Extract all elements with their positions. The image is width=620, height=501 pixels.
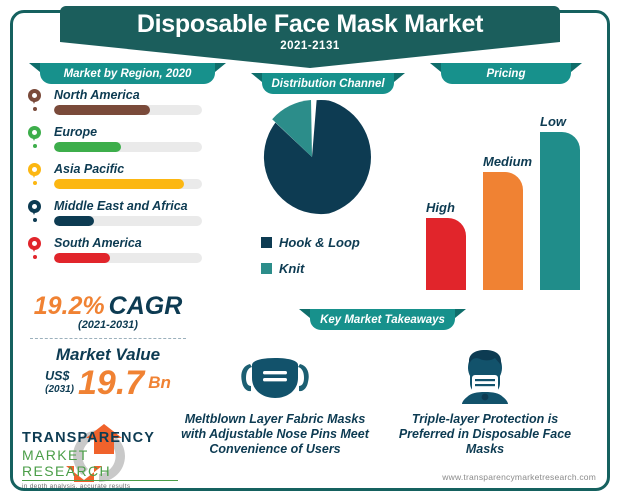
pricing-bar-group: Low (540, 114, 580, 290)
pie-legend: Hook & Loop Knit (253, 235, 403, 276)
takeaway-item: Triple-layer Protection is Preferred in … (380, 346, 590, 457)
title-years: 2021-2131 (280, 40, 340, 52)
map-pin-icon (28, 237, 42, 259)
ribbon-pricing: Pricing (441, 63, 571, 84)
region-label: Europe (54, 125, 98, 139)
legend-swatch (261, 237, 272, 248)
cagr-period: (2021-2031) (78, 319, 138, 331)
logo-line-2: MARKET RESEARCH (22, 447, 111, 479)
ribbon-key-market-takeaways-label: Key Market Takeaways (320, 313, 445, 326)
region-bar-fill (54, 105, 151, 115)
cagr-block: 19.2% CAGR (2021-2031) Market Value US$ (… (18, 292, 198, 400)
cagr-percent: 19.2% (33, 292, 105, 320)
region-label: Middle East and Africa (54, 199, 188, 213)
pie-chart (263, 99, 378, 215)
region-label: North America (54, 88, 140, 102)
pricing-bar-group: High (426, 200, 466, 290)
market-by-region-chart: North America Europe Asia Pacific (26, 88, 231, 273)
market-value-number: 19.7 (78, 364, 145, 402)
logo-rule (22, 480, 178, 481)
region-bar-fill (54, 216, 94, 226)
ribbon-key-market-takeaways: Key Market Takeaways (310, 309, 455, 330)
ribbon-pricing-label: Pricing (486, 67, 526, 80)
pricing-bar (426, 218, 466, 290)
currency-year: (2031) (45, 384, 75, 395)
pricing-chart: High Medium Low (418, 100, 598, 290)
legend-item: Knit (261, 261, 403, 276)
region-bar-fill (54, 142, 121, 152)
masked-person-icon (386, 346, 584, 408)
ribbon-market-by-region-label: Market by Region, 2020 (63, 67, 192, 80)
region-bar-track (54, 216, 202, 226)
legend-swatch (261, 263, 272, 274)
region-row: Middle East and Africa (26, 199, 231, 226)
key-takeaways-section: Meltblown Layer Fabric Masks with Adjust… (170, 330, 590, 457)
ribbon-distribution-channel: Distribution Channel (262, 73, 394, 94)
region-row: North America (26, 88, 231, 115)
company-logo: TRANSPARENCY MARKET RESEARCH in depth an… (22, 424, 182, 490)
pricing-bar-label: High (426, 200, 455, 215)
region-bar-fill (54, 179, 185, 189)
region-bar-track (54, 253, 202, 263)
logo-arrows-icon (66, 424, 125, 482)
region-bar-track (54, 142, 202, 152)
map-pin-icon (28, 163, 42, 185)
region-row: Asia Pacific (26, 162, 231, 189)
takeaway-text: Meltblown Layer Fabric Masks with Adjust… (181, 412, 369, 456)
ribbon-distribution-channel-label: Distribution Channel (271, 77, 385, 90)
map-pin-icon (28, 89, 42, 111)
region-label: Asia Pacific (54, 162, 125, 176)
region-bar-fill (54, 253, 111, 263)
market-value-unit: Bn (148, 373, 171, 392)
logo-tagline: in depth analysis, accurate results (22, 483, 131, 490)
currency-code: US$ (45, 369, 70, 383)
region-bar-track (54, 105, 202, 115)
pricing-bar (540, 132, 580, 290)
page-title: Disposable Face Mask Market (136, 10, 484, 38)
region-bar-track (54, 179, 202, 189)
pie-slice-hook-and-loop (263, 99, 378, 215)
region-row: South America (26, 236, 231, 263)
legend-label: Knit (279, 261, 305, 276)
legend-item: Hook & Loop (261, 235, 403, 250)
market-value-row: US$ (2031) 19.7 Bn (18, 366, 198, 400)
map-pin-icon (28, 200, 42, 222)
legend-label: Hook & Loop (279, 235, 360, 250)
cagr-word: CAGR (108, 292, 183, 320)
ribbon-market-by-region: Market by Region, 2020 (40, 63, 215, 84)
cagr-divider (30, 338, 186, 339)
region-row: Europe (26, 125, 231, 152)
logo-line-1: TRANSPARENCY (22, 430, 155, 446)
takeaway-item: Meltblown Layer Fabric Masks with Adjust… (170, 346, 380, 457)
pricing-bar-label: Medium (483, 154, 533, 169)
face-mask-icon (176, 346, 374, 408)
pie-slice-knit (272, 99, 312, 157)
market-value-label: Market Value (55, 345, 161, 364)
cagr-headline: 19.2% CAGR (18, 292, 198, 320)
map-pin-icon (28, 126, 42, 148)
pricing-bar (483, 172, 523, 290)
distribution-channel-chart: Hook & Loop Knit (253, 98, 403, 287)
takeaway-text: Triple-layer Protection is Preferred in … (398, 412, 572, 456)
market-value-currency: US$ (2031) (45, 370, 74, 396)
pricing-bar-group: Medium (483, 154, 532, 290)
pricing-bar-label: Low (540, 114, 566, 129)
website-url: www.transparencymarketresearch.com (442, 472, 596, 482)
region-label: South America (54, 236, 142, 250)
